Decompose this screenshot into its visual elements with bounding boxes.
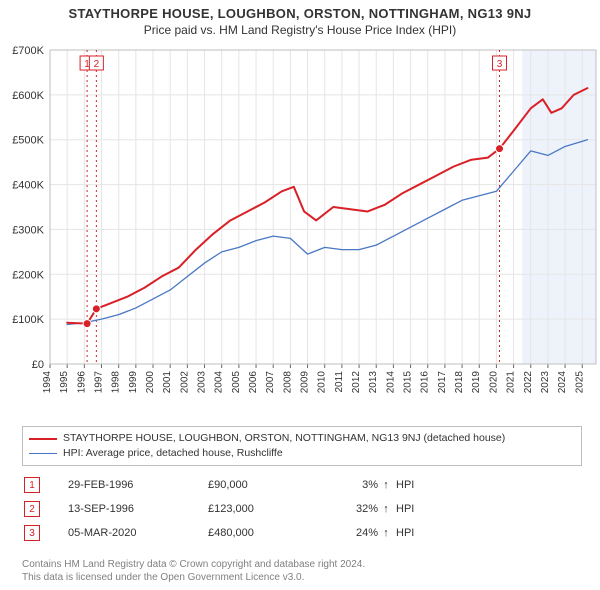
arrow-up-icon: ↑ bbox=[378, 479, 394, 491]
svg-text:2007: 2007 bbox=[265, 371, 276, 394]
svg-text:2000: 2000 bbox=[145, 371, 156, 394]
svg-text:2: 2 bbox=[94, 59, 100, 70]
event-tag: HPI bbox=[394, 503, 414, 515]
svg-text:2018: 2018 bbox=[454, 371, 465, 394]
svg-text:2014: 2014 bbox=[385, 371, 396, 394]
event-pct: 32% bbox=[318, 503, 378, 515]
svg-text:2015: 2015 bbox=[403, 371, 414, 394]
legend-swatch bbox=[29, 438, 57, 440]
event-date: 29-FEB-1996 bbox=[40, 479, 208, 491]
event-tag: HPI bbox=[394, 527, 414, 539]
svg-text:2008: 2008 bbox=[282, 371, 293, 394]
footer-attribution: Contains HM Land Registry data © Crown c… bbox=[22, 558, 365, 584]
svg-text:1998: 1998 bbox=[111, 371, 122, 394]
svg-text:2005: 2005 bbox=[231, 371, 242, 394]
event-date: 05-MAR-2020 bbox=[40, 527, 208, 539]
svg-text:2003: 2003 bbox=[197, 371, 208, 394]
svg-text:2016: 2016 bbox=[420, 371, 431, 394]
event-row: 129-FEB-1996£90,0003%↑HPI bbox=[22, 472, 582, 496]
chart-title-block: STAYTHORPE HOUSE, LOUGHBON, ORSTON, NOTT… bbox=[0, 0, 600, 37]
svg-text:2011: 2011 bbox=[334, 371, 345, 393]
arrow-up-icon: ↑ bbox=[378, 503, 394, 515]
svg-text:2019: 2019 bbox=[471, 371, 482, 394]
event-price: £90,000 bbox=[208, 479, 318, 491]
svg-text:£0: £0 bbox=[32, 359, 44, 371]
svg-text:2021: 2021 bbox=[506, 371, 517, 394]
svg-text:2004: 2004 bbox=[214, 371, 225, 394]
svg-text:2020: 2020 bbox=[488, 371, 499, 394]
chart-area: £0 £100K £200K £300K £400K £500K £600K £700K 199… bbox=[0, 44, 600, 420]
event-row: 213-SEP-1996£123,00032%↑HPI bbox=[22, 496, 582, 520]
legend-swatch bbox=[29, 453, 57, 454]
event-price: £123,000 bbox=[208, 503, 318, 515]
legend-row: STAYTHORPE HOUSE, LOUGHBON, ORSTON, NOTT… bbox=[29, 431, 575, 446]
svg-text:2002: 2002 bbox=[179, 371, 190, 394]
svg-text:2024: 2024 bbox=[557, 371, 568, 394]
event-date: 13-SEP-1996 bbox=[40, 503, 208, 515]
event-marker: 3 bbox=[24, 525, 40, 541]
chart-title-main: STAYTHORPE HOUSE, LOUGHBON, ORSTON, NOTT… bbox=[0, 6, 600, 21]
svg-text:£100K: £100K bbox=[12, 314, 44, 326]
event-pct: 3% bbox=[318, 479, 378, 491]
svg-text:1996: 1996 bbox=[76, 371, 87, 394]
chart-title-sub: Price paid vs. HM Land Registry's House … bbox=[0, 23, 600, 37]
svg-text:£500K: £500K bbox=[12, 135, 44, 147]
legend-box: STAYTHORPE HOUSE, LOUGHBON, ORSTON, NOTT… bbox=[22, 426, 582, 466]
svg-text:1994: 1994 bbox=[42, 371, 53, 394]
svg-text:£200K: £200K bbox=[12, 269, 44, 281]
svg-text:2010: 2010 bbox=[317, 371, 328, 394]
legend-label: STAYTHORPE HOUSE, LOUGHBON, ORSTON, NOTT… bbox=[63, 431, 505, 446]
event-marker: 2 bbox=[24, 501, 40, 517]
svg-text:2012: 2012 bbox=[351, 371, 362, 394]
events-list: 129-FEB-1996£90,0003%↑HPI213-SEP-1996£12… bbox=[22, 472, 582, 544]
svg-text:2006: 2006 bbox=[248, 371, 259, 394]
svg-text:2013: 2013 bbox=[368, 371, 379, 394]
svg-text:1995: 1995 bbox=[59, 371, 70, 394]
event-tag: HPI bbox=[394, 479, 414, 491]
event-row: 305-MAR-2020£480,00024%↑HPI bbox=[22, 520, 582, 544]
footer-line-2: This data is licensed under the Open Gov… bbox=[22, 571, 365, 584]
footer-line-1: Contains HM Land Registry data © Crown c… bbox=[22, 558, 365, 571]
svg-text:2023: 2023 bbox=[540, 371, 551, 394]
svg-text:2025: 2025 bbox=[574, 371, 585, 394]
svg-text:2001: 2001 bbox=[162, 371, 173, 394]
legend-row: HPI: Average price, detached house, Rush… bbox=[29, 446, 575, 461]
svg-text:£300K: £300K bbox=[12, 224, 44, 236]
event-marker: 1 bbox=[24, 477, 40, 493]
arrow-up-icon: ↑ bbox=[378, 527, 394, 539]
svg-text:1999: 1999 bbox=[128, 371, 139, 394]
svg-text:2017: 2017 bbox=[437, 371, 448, 394]
legend-label: HPI: Average price, detached house, Rush… bbox=[63, 446, 283, 461]
event-pct: 24% bbox=[318, 527, 378, 539]
price-chart-svg: £0 £100K £200K £300K £400K £500K £600K £700K 199… bbox=[0, 44, 600, 420]
svg-text:£700K: £700K bbox=[12, 45, 44, 57]
svg-text:2009: 2009 bbox=[300, 371, 311, 394]
svg-text:£400K: £400K bbox=[12, 180, 44, 192]
svg-text:£600K: £600K bbox=[12, 90, 44, 102]
svg-text:1997: 1997 bbox=[94, 371, 105, 394]
event-price: £480,000 bbox=[208, 527, 318, 539]
svg-text:3: 3 bbox=[497, 59, 503, 70]
svg-text:2022: 2022 bbox=[523, 371, 534, 394]
